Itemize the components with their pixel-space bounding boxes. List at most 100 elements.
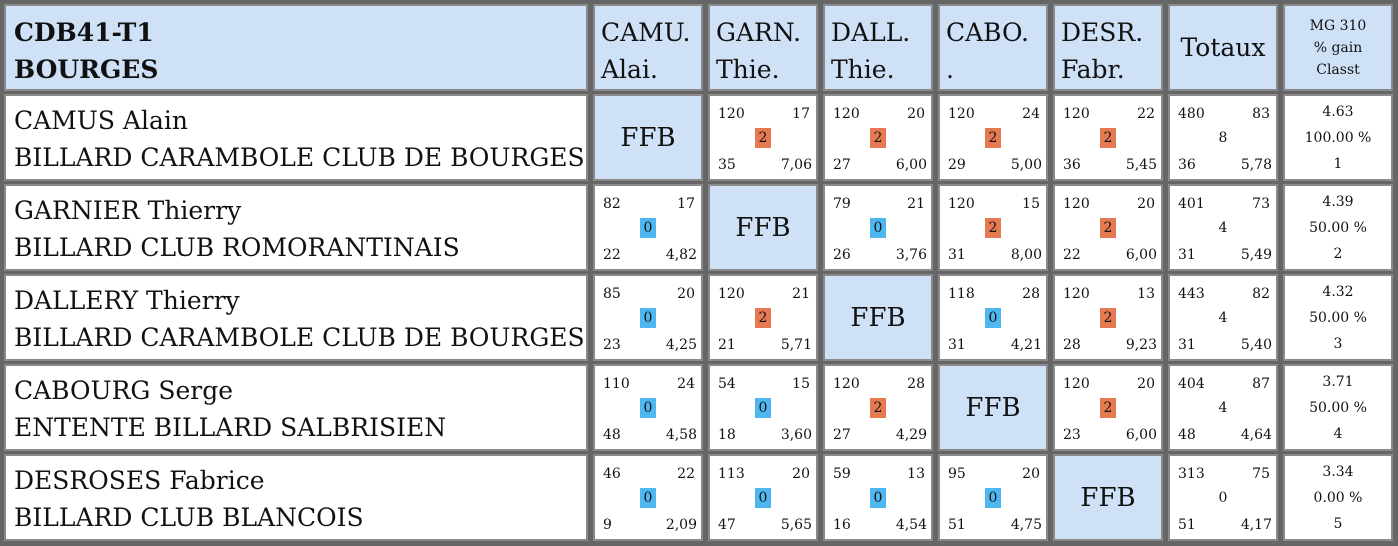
match-points: 113 [718, 466, 745, 482]
match-innings: 36 [1063, 157, 1081, 173]
match-points: 120 [1063, 376, 1090, 392]
match-cell: 120 17 2 35 7,06 [708, 94, 818, 181]
match-high-series: 20 [792, 466, 810, 482]
totals-high-series: 82 [1252, 286, 1270, 302]
match-points: 120 [948, 106, 975, 122]
column-header: DALL. Thie. [823, 4, 933, 91]
totals-cell: 401 73 4 31 5,49 [1168, 184, 1278, 271]
totals-innings: 36 [1178, 157, 1196, 173]
match-points: 118 [948, 286, 975, 302]
general-average: 4.39 [1322, 193, 1354, 210]
match-innings: 22 [603, 247, 621, 263]
match-average: 3,60 [780, 427, 812, 443]
match-high-series: 21 [907, 196, 925, 212]
match-cell: 120 24 2 29 5,00 [938, 94, 1048, 181]
general-average: 4.63 [1322, 103, 1354, 120]
table-title: CDB41-T1 BOURGES [4, 4, 588, 91]
ffb-label: FFB [850, 302, 906, 333]
match-average: 8,00 [1010, 247, 1042, 263]
match-points-badge: 2 [985, 128, 1001, 148]
match-innings: 51 [948, 517, 966, 533]
match-high-series: 20 [1137, 196, 1155, 212]
match-cell: 82 17 0 22 4,82 [593, 184, 703, 271]
totals-high-series: 83 [1252, 106, 1270, 122]
match-innings: 9 [603, 517, 612, 533]
ffb-cell: FFB [1053, 454, 1163, 541]
totals-points: 480 [1178, 106, 1205, 122]
match-points-badge: 0 [985, 308, 1001, 328]
totals-innings: 31 [1178, 337, 1196, 353]
totals-cell: 480 83 8 36 5,78 [1168, 94, 1278, 181]
match-average: 5,65 [780, 517, 812, 533]
column-header: GARN. Thie. [708, 4, 818, 91]
match-high-series: 28 [907, 376, 925, 392]
match-average: 7,06 [780, 157, 812, 173]
ffb-cell: FFB [708, 184, 818, 271]
match-points-badge: 0 [870, 488, 886, 508]
match-innings: 35 [718, 157, 736, 173]
ffb-label: FFB [620, 122, 676, 153]
ffb-label: FFB [965, 392, 1021, 423]
totals-high-series: 75 [1252, 466, 1270, 482]
match-average: 4,21 [1010, 337, 1042, 353]
match-innings: 48 [603, 427, 621, 443]
player-club: BILLARD CLUB ROMORANTINAIS [14, 233, 460, 262]
match-average: 5,00 [1010, 157, 1042, 173]
stats-cell: 3.71 50.00 % 4 [1283, 364, 1393, 451]
match-high-series: 13 [907, 466, 925, 482]
match-points-badge: 2 [870, 398, 886, 418]
match-cell: 120 22 2 36 5,45 [1053, 94, 1163, 181]
match-average: 4,54 [895, 517, 927, 533]
stats-cell: 4.32 50.00 % 3 [1283, 274, 1393, 361]
match-high-series: 17 [677, 196, 695, 212]
match-points: 82 [603, 196, 621, 212]
match-high-series: 24 [1022, 106, 1040, 122]
match-innings: 27 [833, 157, 851, 173]
match-cell: 120 15 2 31 8,00 [938, 184, 1048, 271]
totals-innings: 48 [1178, 427, 1196, 443]
column-header-line-2: Thie. [716, 55, 780, 84]
match-average: 6,00 [895, 157, 927, 173]
totals-high-series: 73 [1252, 196, 1270, 212]
column-header-line-1: DALL. [831, 18, 911, 47]
match-points: 120 [833, 376, 860, 392]
player-cell: GARNIER Thierry BILLARD CLUB ROMORANTINAI… [4, 184, 588, 271]
totals-innings: 31 [1178, 247, 1196, 263]
match-points: 110 [603, 376, 630, 392]
match-points-badge: 2 [755, 128, 771, 148]
ranking: 1 [1333, 155, 1343, 172]
match-average: 2,09 [665, 517, 697, 533]
ffb-cell: FFB [823, 274, 933, 361]
match-cell: 120 21 2 21 5,71 [708, 274, 818, 361]
totals-average: 5,40 [1240, 337, 1272, 353]
player-cell: DALLERY Thierry BILLARD CARAMBOLE CLUB DE… [4, 274, 588, 361]
totals-average: 4,17 [1240, 517, 1272, 533]
column-header-line-1: GARN. [716, 18, 802, 47]
totals-innings: 51 [1178, 517, 1196, 533]
ranking: 5 [1333, 515, 1343, 532]
totals-header-label: Totaux [1180, 33, 1266, 62]
match-high-series: 20 [1137, 376, 1155, 392]
match-cell: 120 13 2 28 9,23 [1053, 274, 1163, 361]
totals-match-points: 4 [1218, 400, 1228, 416]
match-high-series: 20 [1022, 466, 1040, 482]
totals-high-series: 87 [1252, 376, 1270, 392]
match-innings: 18 [718, 427, 736, 443]
match-cell: 95 20 0 51 4,75 [938, 454, 1048, 541]
column-header: CABO.. [938, 4, 1048, 91]
totals-match-points: 0 [1218, 490, 1228, 506]
match-points-badge: 0 [640, 488, 656, 508]
match-innings: 23 [603, 337, 621, 353]
match-innings: 26 [833, 247, 851, 263]
match-high-series: 15 [792, 376, 810, 392]
player-club: ENTENTE BILLARD SALBRISIEN [14, 413, 447, 442]
match-points: 95 [948, 466, 966, 482]
player-cell: DESROSES Fabrice BILLARD CLUB BLANCOIS [4, 454, 588, 541]
totals-match-points: 4 [1218, 220, 1228, 236]
match-innings: 29 [948, 157, 966, 173]
column-header-line-2: Alai. [601, 55, 658, 84]
match-innings: 28 [1063, 337, 1081, 353]
general-average: 4.32 [1322, 283, 1354, 300]
match-average: 9,23 [1125, 337, 1157, 353]
player-name: DESROSES Fabrice [14, 466, 265, 495]
